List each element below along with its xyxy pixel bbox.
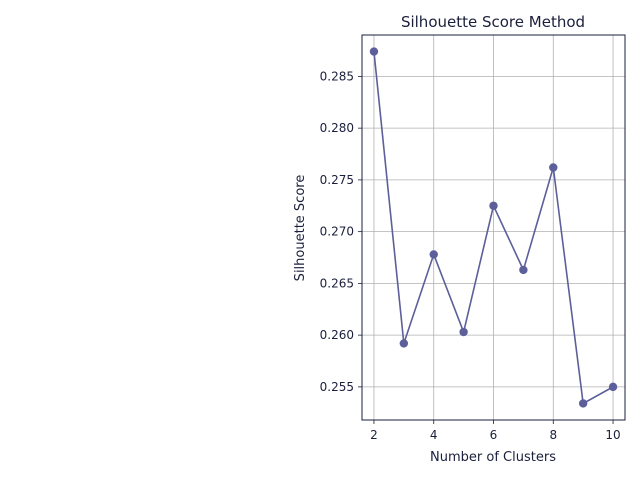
data-point bbox=[578, 399, 588, 408]
grid-lines bbox=[362, 35, 625, 420]
y-tick-label: 0.255 bbox=[320, 380, 354, 394]
axis-ticks: 2 4 6 8 10 0.255 0.260 0.265 0.270 0.275 0.280 0.28… bbox=[320, 69, 621, 442]
x-tick-label: 8 bbox=[549, 428, 557, 442]
x-tick-label: 2 bbox=[370, 428, 378, 442]
x-tick-label: 4 bbox=[430, 428, 438, 442]
data-point bbox=[489, 201, 498, 210]
x-axis-title: Number of Clusters bbox=[430, 450, 556, 465]
x-tick-label: 6 bbox=[490, 428, 498, 442]
data-point bbox=[608, 382, 618, 392]
y-axis-title: Silhouette Score bbox=[293, 175, 308, 282]
y-tick-label: 0.280 bbox=[320, 121, 354, 135]
y-tick-label: 0.260 bbox=[320, 328, 354, 342]
data-point bbox=[369, 47, 379, 56]
y-tick-label: 0.265 bbox=[320, 276, 354, 290]
chart-title: Silhouette Score Method bbox=[401, 13, 585, 31]
data-point bbox=[549, 163, 558, 172]
y-tick-label: 0.275 bbox=[320, 173, 354, 187]
data-point bbox=[399, 339, 409, 348]
x-tick-label: 10 bbox=[605, 428, 620, 442]
data-point bbox=[519, 265, 528, 275]
series-layer bbox=[369, 47, 618, 408]
y-tick-label: 0.285 bbox=[320, 69, 354, 83]
data-point bbox=[459, 327, 468, 337]
y-tick-label: 0.270 bbox=[320, 225, 354, 239]
data-point bbox=[429, 250, 438, 259]
